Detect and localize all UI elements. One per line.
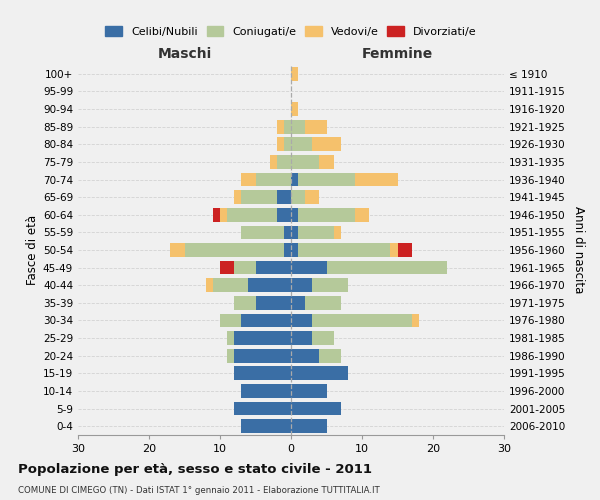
Bar <box>291 67 298 80</box>
Bar <box>270 155 277 169</box>
Bar <box>326 260 447 274</box>
Bar <box>319 349 341 362</box>
Bar <box>305 190 319 204</box>
Bar <box>256 172 291 186</box>
Bar <box>305 296 341 310</box>
Bar <box>213 278 248 292</box>
Bar <box>241 172 256 186</box>
Bar <box>291 208 298 222</box>
Bar <box>227 349 234 362</box>
Bar <box>319 155 334 169</box>
Bar <box>291 155 319 169</box>
Bar <box>284 120 291 134</box>
Bar <box>334 226 341 239</box>
Text: Popolazione per età, sesso e stato civile - 2011: Popolazione per età, sesso e stato civil… <box>18 462 372 475</box>
Bar <box>227 208 277 222</box>
Bar <box>234 260 256 274</box>
Bar <box>284 243 291 257</box>
Bar <box>256 296 291 310</box>
Bar <box>313 331 334 345</box>
Bar <box>291 278 313 292</box>
Bar <box>277 208 291 222</box>
Bar <box>234 366 291 380</box>
Bar <box>277 190 291 204</box>
Bar <box>206 278 213 292</box>
Bar <box>234 349 291 362</box>
Bar <box>220 208 227 222</box>
Bar <box>291 138 313 151</box>
Bar <box>284 138 291 151</box>
Bar <box>220 260 234 274</box>
Bar <box>313 278 348 292</box>
Bar <box>398 243 412 257</box>
Bar <box>170 243 185 257</box>
Bar <box>241 226 284 239</box>
Bar <box>291 349 319 362</box>
Bar <box>313 138 341 151</box>
Bar <box>256 260 291 274</box>
Bar <box>291 243 298 257</box>
Y-axis label: Anni di nascita: Anni di nascita <box>572 206 585 294</box>
Bar <box>277 138 284 151</box>
Bar <box>234 296 256 310</box>
Bar <box>305 120 326 134</box>
Legend: Celibi/Nubili, Coniugati/e, Vedovi/e, Divorziati/e: Celibi/Nubili, Coniugati/e, Vedovi/e, Di… <box>102 22 480 40</box>
Bar <box>355 172 398 186</box>
Bar <box>277 155 291 169</box>
Bar <box>412 314 419 328</box>
Bar <box>298 243 391 257</box>
Bar <box>277 120 284 134</box>
Bar <box>213 208 220 222</box>
Bar <box>298 172 355 186</box>
Bar <box>291 226 298 239</box>
Bar <box>291 260 326 274</box>
Bar <box>291 366 348 380</box>
Bar <box>298 208 355 222</box>
Bar <box>241 420 291 433</box>
Text: Femmine: Femmine <box>362 48 433 62</box>
Bar <box>220 314 241 328</box>
Bar <box>284 226 291 239</box>
Bar <box>391 243 398 257</box>
Bar <box>298 226 334 239</box>
Bar <box>185 243 284 257</box>
Bar <box>291 296 305 310</box>
Bar <box>291 102 298 116</box>
Bar <box>241 314 291 328</box>
Bar <box>234 331 291 345</box>
Bar <box>291 314 313 328</box>
Bar <box>313 314 412 328</box>
Bar <box>234 190 241 204</box>
Y-axis label: Fasce di età: Fasce di età <box>26 215 39 285</box>
Bar <box>291 402 341 415</box>
Bar <box>248 278 291 292</box>
Bar <box>241 190 277 204</box>
Text: Maschi: Maschi <box>157 48 212 62</box>
Bar <box>291 172 298 186</box>
Bar <box>291 420 326 433</box>
Bar <box>227 331 234 345</box>
Bar <box>291 120 305 134</box>
Text: COMUNE DI CIMEGO (TN) - Dati ISTAT 1° gennaio 2011 - Elaborazione TUTTITALIA.IT: COMUNE DI CIMEGO (TN) - Dati ISTAT 1° ge… <box>18 486 380 495</box>
Bar <box>291 331 313 345</box>
Bar <box>234 402 291 415</box>
Bar <box>291 384 326 398</box>
Bar <box>291 190 305 204</box>
Bar <box>355 208 369 222</box>
Bar <box>241 384 291 398</box>
